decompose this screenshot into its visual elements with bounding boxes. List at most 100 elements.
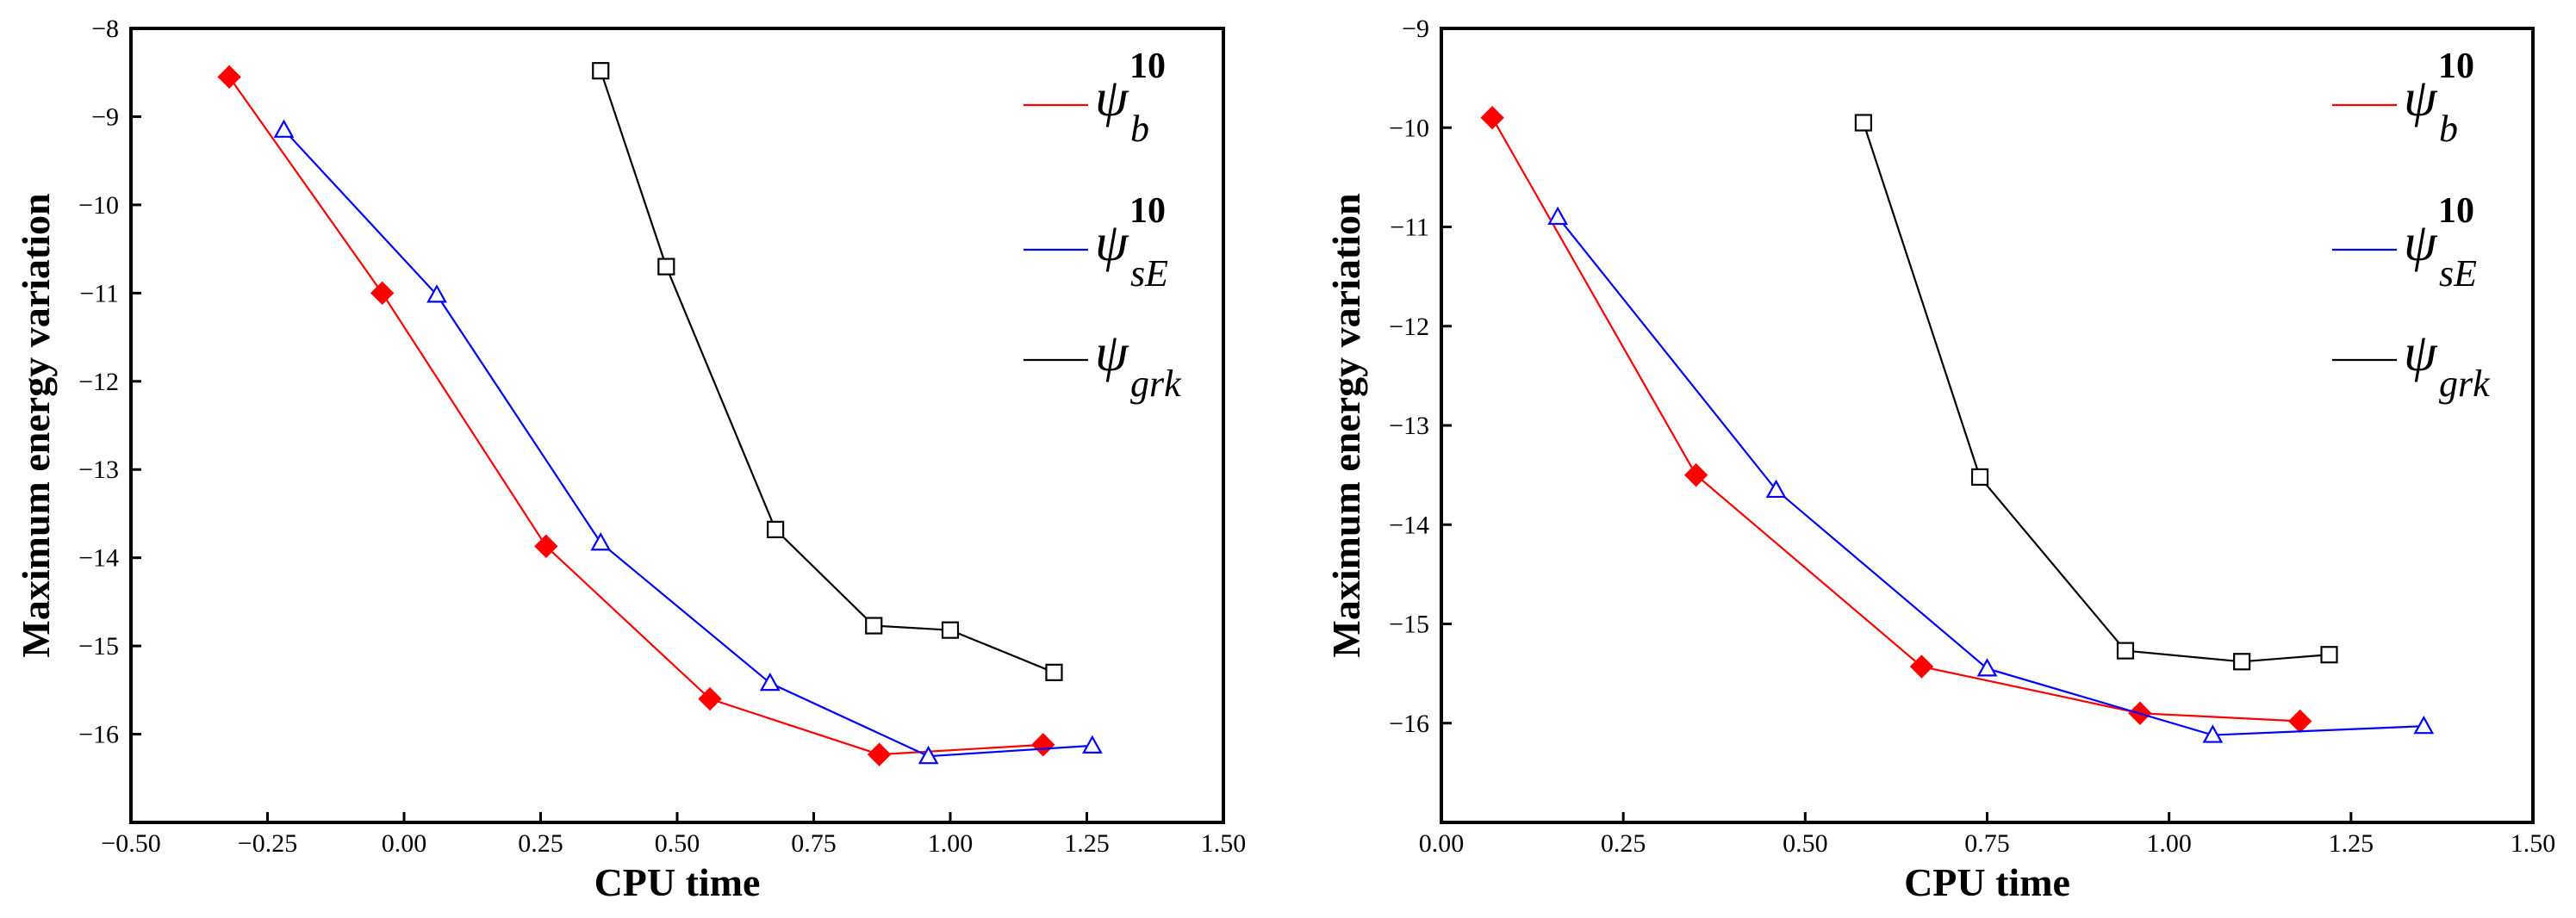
y-tick-label: −10 [78,191,119,220]
data-point [426,284,447,303]
y-tick-label: −11 [79,279,119,307]
data-point [534,534,558,559]
y-tick-label: −9 [1402,15,1429,43]
data-point [1854,114,1873,132]
y-tick-label: −10 [1389,114,1429,142]
legend-subscript: grk [2439,363,2491,405]
data-point [273,119,295,138]
data-point [592,62,610,80]
legend-symbol: ψ [1095,214,1129,272]
legend-subscript: sE [1130,252,1168,295]
data-point [698,686,722,711]
series-line [600,70,1055,673]
x-tick-label: 1.25 [1064,829,1110,858]
y-tick-label: −16 [78,721,119,749]
legend-subscript: b [1130,108,1149,150]
legend-entry: ψ10 sE [1024,191,1168,295]
data-point [590,531,612,551]
data-point [2287,709,2312,734]
x-tick-label: −0.50 [101,829,160,858]
legend-superscript: 10 [1129,47,1166,86]
data-point [867,742,892,766]
x-tick-label: −0.25 [238,829,297,858]
x-tick-label: 0.50 [1783,829,1828,858]
y-axis-title: Maximum energy variation [14,193,58,657]
legend-symbol: ψ [1095,69,1129,127]
legend-subscript: sE [2439,252,2477,295]
data-point [1081,735,1103,754]
legend-symbol: ψ [2404,214,2438,272]
data-point [1547,206,1569,226]
series-sE [273,119,1103,765]
x-tick-label: 0.25 [1601,829,1646,858]
y-tick-label: −16 [1389,710,1429,738]
data-point [1045,663,1063,681]
right-chart: 0.00 0.25 0.50 0.75 1.00 1.25 1.50 −16 −15 −14 −13… [1324,15,2555,904]
y-tick-label: −13 [1389,412,1429,440]
y-tick-label: −13 [78,456,119,484]
data-point [918,745,939,765]
series-line [228,76,1043,756]
x-tick-label: 0.00 [382,829,427,858]
legend-symbol: ψ [2404,69,2438,127]
legend-subscript: b [2439,108,2458,150]
x-tick-label: 0.50 [655,829,700,858]
y-tick-label: −14 [1389,511,1429,539]
legend-symbol: ψ [1095,324,1129,382]
data-point [1765,479,1787,499]
x-tick-label: 1.00 [928,829,974,858]
series-grk [592,62,1063,681]
y-tick-label: −12 [1389,313,1429,341]
data-point [2202,724,2224,743]
y-tick-label: −15 [1389,611,1429,639]
data-point [1909,654,1934,679]
data-point [2413,715,2435,735]
y-tick-label: −15 [78,632,119,661]
legend-entry: ψ10 b [2332,47,2474,150]
data-point [1480,106,1504,130]
x-tick-label: 0.75 [1964,829,2010,858]
data-point [1683,462,1708,487]
plot-frame [1440,27,2535,824]
series-b [217,65,1055,766]
legend-superscript: 10 [2438,191,2474,231]
series-line [1491,117,2300,723]
series-grk [1854,114,2338,671]
data-point [2320,646,2338,664]
y-tick-label: −8 [91,15,119,43]
series-sE [1547,206,2435,743]
x-tick-label: 0.00 [1419,829,1465,858]
data-point [1976,658,1998,677]
x-tick-label: 0.25 [518,829,563,858]
series-b [1480,106,2312,734]
data-point [767,520,785,538]
data-point [1970,468,1989,487]
x-tick-label: 1.00 [2146,829,2192,858]
x-tick-label: 1.25 [2329,829,2374,858]
data-point [217,65,241,90]
data-point [657,257,675,276]
y-tick-label: −11 [1390,214,1429,242]
data-point [1031,733,1055,757]
series-line [1862,122,2330,663]
data-point [941,621,960,639]
legend-entry: ψ10 sE [2332,191,2477,295]
data-point [2116,642,2135,660]
y-tick-label: −9 [91,102,119,131]
data-point [370,281,395,306]
data-point [865,617,883,635]
x-tick-label: 0.75 [791,829,837,858]
y-tick-label: −12 [78,368,119,396]
series-line [283,129,1092,758]
x-axis-title: CPU time [594,860,761,904]
left-chart: −0.50 −0.25 0.00 0.25 0.50 0.75 1.00 1.25 1.50 −1… [14,15,1246,904]
y-axis-title: Maximum energy variation [1324,193,1368,657]
legend-superscript: 10 [1129,191,1166,231]
legend-subscript: grk [1130,363,1182,405]
x-tick-label: 1.50 [1201,829,1247,858]
legend-entry: ψ10 b [1024,47,1166,150]
legend-symbol: ψ [2404,324,2438,382]
